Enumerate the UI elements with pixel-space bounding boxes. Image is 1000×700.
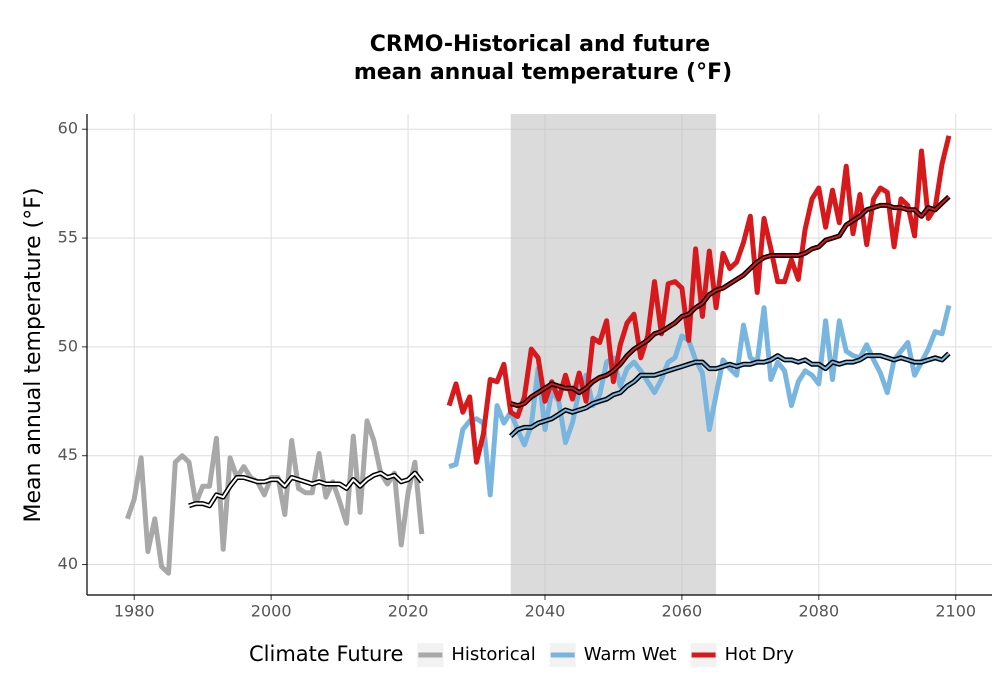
shaded-period (510, 114, 717, 595)
y-tick-label: 60 (58, 119, 78, 138)
chart-title: mean annual temperature (°F) (354, 60, 732, 85)
x-tick-label: 2060 (662, 602, 703, 621)
series-line (446, 135, 952, 465)
y-tick-label: 45 (58, 445, 78, 464)
series-line (448, 304, 952, 498)
smooth-line (188, 472, 423, 507)
smooth-line (510, 352, 950, 437)
chart-title: CRMO-Historical and future (370, 32, 710, 57)
smooth-line (510, 195, 950, 407)
y-tick-label: 55 (58, 228, 78, 247)
x-tick-label: 2080 (798, 602, 839, 621)
y-tick-label: 50 (58, 336, 78, 355)
x-tick-label: 2040 (525, 602, 566, 621)
legend-label: Historical (451, 644, 535, 665)
x-tick-label: 2000 (251, 602, 292, 621)
y-tick-label: 40 (58, 554, 78, 573)
series-line (125, 418, 425, 576)
x-tick-label: 2100 (935, 602, 976, 621)
legend-label: Warm Wet (584, 644, 677, 665)
legend-label: Hot Dry (725, 644, 795, 665)
y-axis-label: Mean annual temperature (°F) (21, 188, 46, 523)
x-tick-label: 1980 (114, 602, 155, 621)
legend-title: Climate Future (249, 642, 403, 666)
x-tick-label: 2020 (388, 602, 429, 621)
